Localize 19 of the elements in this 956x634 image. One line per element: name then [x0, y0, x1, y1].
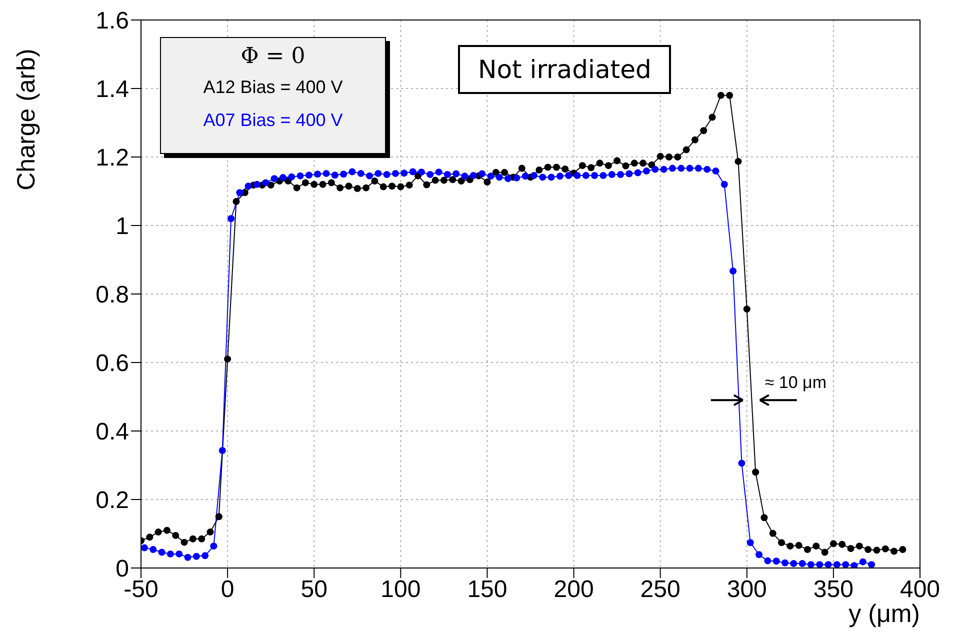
y-tick-label: 0.2: [96, 487, 129, 514]
y-tick-label: 1.4: [96, 76, 129, 104]
x-tick-label: 200: [554, 576, 594, 604]
x-tick-label: 50: [300, 576, 328, 604]
annotation: ≈ 10 μm: [764, 373, 827, 392]
legend-title: Φ = 0: [240, 44, 306, 69]
x-tick-label: 250: [640, 576, 680, 604]
y-axis-title: Charge (arb): [12, 48, 42, 190]
x-tick-label: 100: [380, 576, 421, 604]
y-tick-label: 1.6: [96, 8, 129, 35]
x-tick-label: 300: [726, 576, 767, 604]
y-tick-label: 1.2: [96, 144, 129, 172]
y-tick-label: 0.4: [96, 418, 129, 446]
y-tick-label: 1: [116, 213, 129, 240]
x-tick-label: 150: [467, 576, 508, 604]
y-tick-label: 0.8: [96, 282, 129, 309]
y-tick-label: 0.6: [96, 350, 129, 378]
x-tick-label: 0: [220, 576, 234, 604]
annotation: Not irradiated: [458, 45, 672, 94]
